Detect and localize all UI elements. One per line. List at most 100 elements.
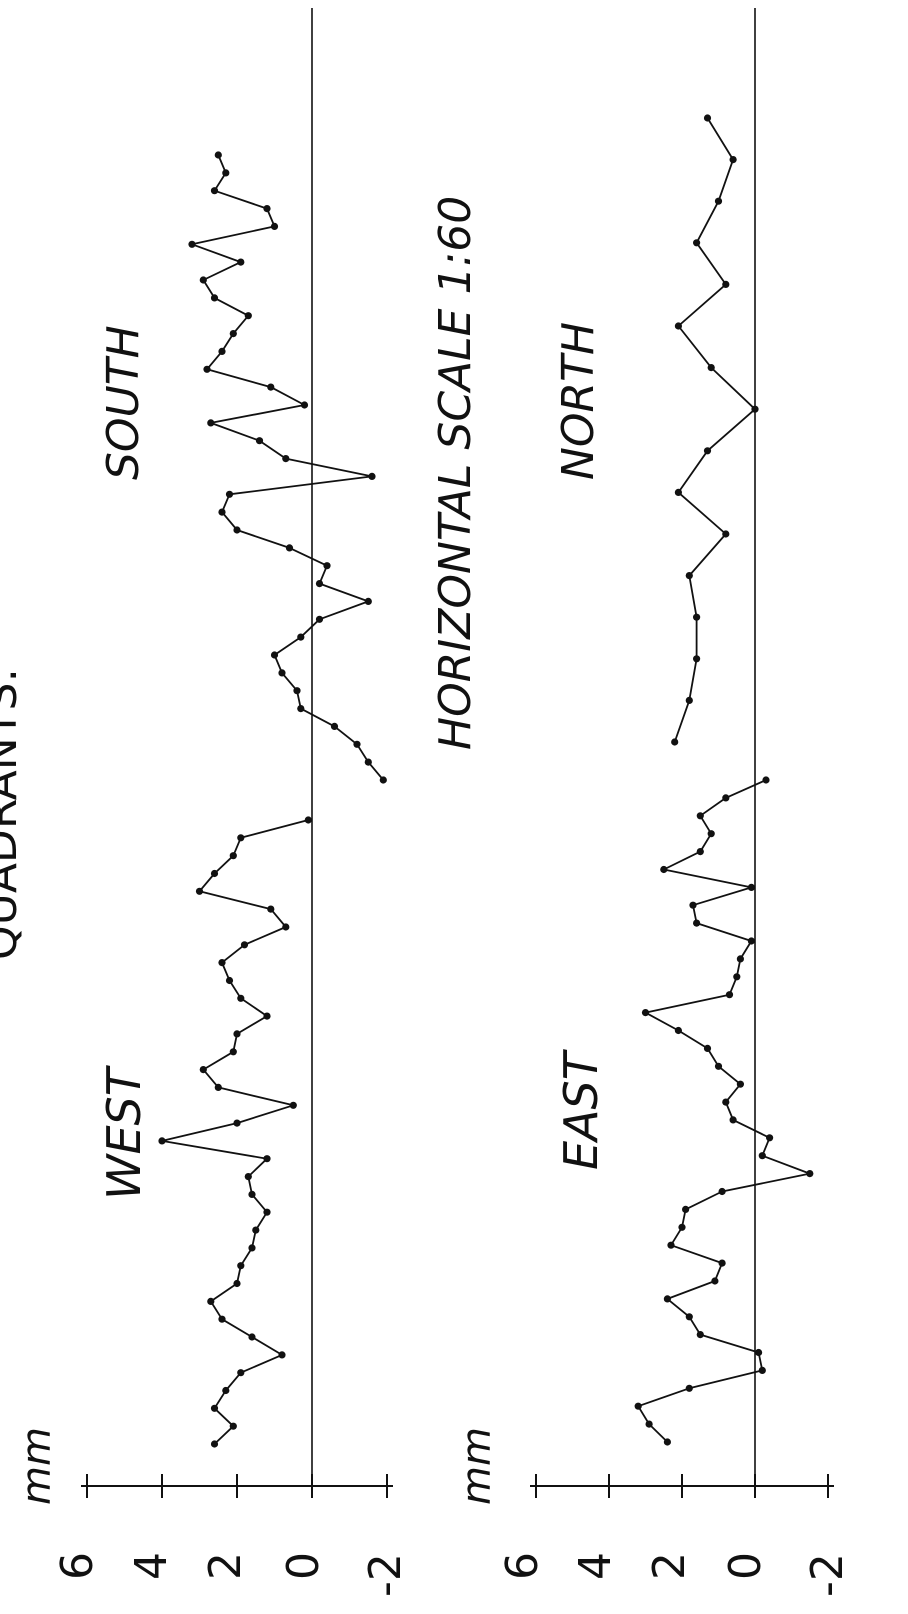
east-point-3 — [685, 1384, 693, 1392]
south-series-line — [191, 154, 384, 781]
south-point-34 — [222, 169, 230, 177]
east-point-0 — [663, 1438, 672, 1446]
east-point-23 — [674, 1026, 683, 1035]
south-point-29 — [237, 258, 245, 266]
south-point-16 — [225, 490, 234, 498]
west-point-23 — [233, 1030, 241, 1038]
top-ytick-label-6: 6 — [52, 1552, 103, 1580]
east-point-21 — [714, 1062, 723, 1070]
top-ytick-label-0: 0 — [278, 1552, 329, 1580]
east-point-1 — [645, 1420, 653, 1428]
south-point-9 — [315, 615, 324, 623]
west-point-26 — [225, 976, 234, 985]
west-point-15 — [244, 1173, 252, 1181]
west-point-14 — [248, 1190, 256, 1198]
north-point-1 — [685, 696, 693, 705]
north-point-12 — [693, 239, 701, 247]
east-point-14 — [718, 1187, 726, 1196]
west-point-31 — [195, 887, 204, 895]
west-point-29 — [282, 923, 290, 931]
west-point-10 — [237, 1262, 245, 1270]
east-point-37 — [762, 776, 770, 784]
bottom-ytick-label-0: 0 — [720, 1552, 771, 1580]
south-point-12 — [323, 562, 331, 570]
east-point-27 — [736, 955, 745, 963]
east-point-10 — [718, 1259, 726, 1267]
east-point-29 — [693, 919, 701, 927]
north-point-3 — [693, 613, 701, 621]
south-point-22 — [267, 383, 275, 391]
south-point-19 — [255, 437, 264, 445]
bottom-ytick-label-6: 6 — [497, 1552, 548, 1580]
south-point-7 — [270, 651, 279, 659]
south-point-31 — [270, 222, 279, 230]
east-point-36 — [722, 794, 730, 802]
east-point-17 — [766, 1134, 774, 1142]
west-point-21 — [199, 1066, 207, 1074]
bottom-ytick-label-neg2: -2 — [802, 1553, 853, 1597]
south-point-32 — [263, 205, 271, 213]
east-point-2 — [634, 1402, 642, 1410]
west-point-19 — [289, 1101, 297, 1109]
east-point-24 — [641, 1009, 650, 1017]
west-point-30 — [267, 905, 275, 913]
north-point-8 — [751, 405, 759, 413]
north-point-7 — [703, 447, 712, 455]
east-point-16 — [758, 1152, 766, 1160]
east-point-20 — [736, 1080, 745, 1088]
west-point-27 — [218, 959, 226, 967]
south-point-3 — [330, 722, 339, 731]
south-point-24 — [218, 347, 226, 355]
east-point-8 — [663, 1295, 672, 1303]
west-point-11 — [248, 1244, 256, 1252]
south-point-35 — [214, 151, 222, 159]
north-point-6 — [674, 488, 683, 496]
east-point-26 — [733, 973, 741, 981]
south-point-14 — [233, 526, 241, 534]
east-point-28 — [747, 937, 756, 945]
south-point-11 — [315, 580, 324, 588]
west-point-2 — [210, 1404, 219, 1412]
west-point-1 — [229, 1422, 237, 1430]
north-point-13 — [714, 197, 723, 205]
west-point-16 — [263, 1155, 271, 1163]
east-point-30 — [689, 901, 697, 909]
west-point-28 — [240, 941, 249, 949]
west-point-33 — [229, 852, 237, 860]
east-point-11 — [667, 1241, 675, 1249]
west-point-3 — [222, 1386, 230, 1395]
east-series-line — [637, 779, 811, 1443]
bottom-unit-label: mm — [454, 1427, 500, 1505]
north-point-11 — [722, 280, 730, 288]
west-point-34 — [237, 834, 245, 842]
east-point-25 — [725, 991, 734, 999]
south-point-8 — [297, 633, 305, 641]
south-point-4 — [297, 705, 305, 713]
east-point-34 — [707, 830, 715, 838]
west-point-18 — [233, 1119, 241, 1127]
north-point-9 — [707, 364, 715, 372]
east-point-19 — [722, 1098, 730, 1106]
south-point-15 — [218, 508, 226, 516]
south-point-6 — [278, 669, 286, 677]
north-series-line — [673, 117, 756, 743]
east-point-9 — [711, 1277, 719, 1285]
bottom-ytick-label-4: 4 — [570, 1552, 621, 1580]
north-point-2 — [693, 655, 701, 663]
east-point-33 — [696, 848, 704, 856]
south-point-28 — [199, 276, 207, 284]
east-point-22 — [703, 1044, 712, 1052]
east-point-5 — [755, 1348, 763, 1357]
west-series-line — [161, 819, 309, 1445]
west-point-6 — [248, 1333, 256, 1341]
west-point-22 — [229, 1048, 237, 1056]
top-panel: mm 6 4 2 0 -2 WEST SOUTH QUADRANTS: — [0, 325, 411, 1597]
west-point-20 — [214, 1083, 222, 1091]
west-point-9 — [233, 1279, 241, 1288]
horizontal-scale-note: HORIZONTAL SCALE 1:60 — [430, 196, 481, 750]
south-series-label: SOUTH — [98, 325, 149, 480]
top-ytick-label-2: 2 — [200, 1552, 251, 1580]
west-point-25 — [237, 994, 245, 1002]
west-point-4 — [237, 1369, 245, 1377]
